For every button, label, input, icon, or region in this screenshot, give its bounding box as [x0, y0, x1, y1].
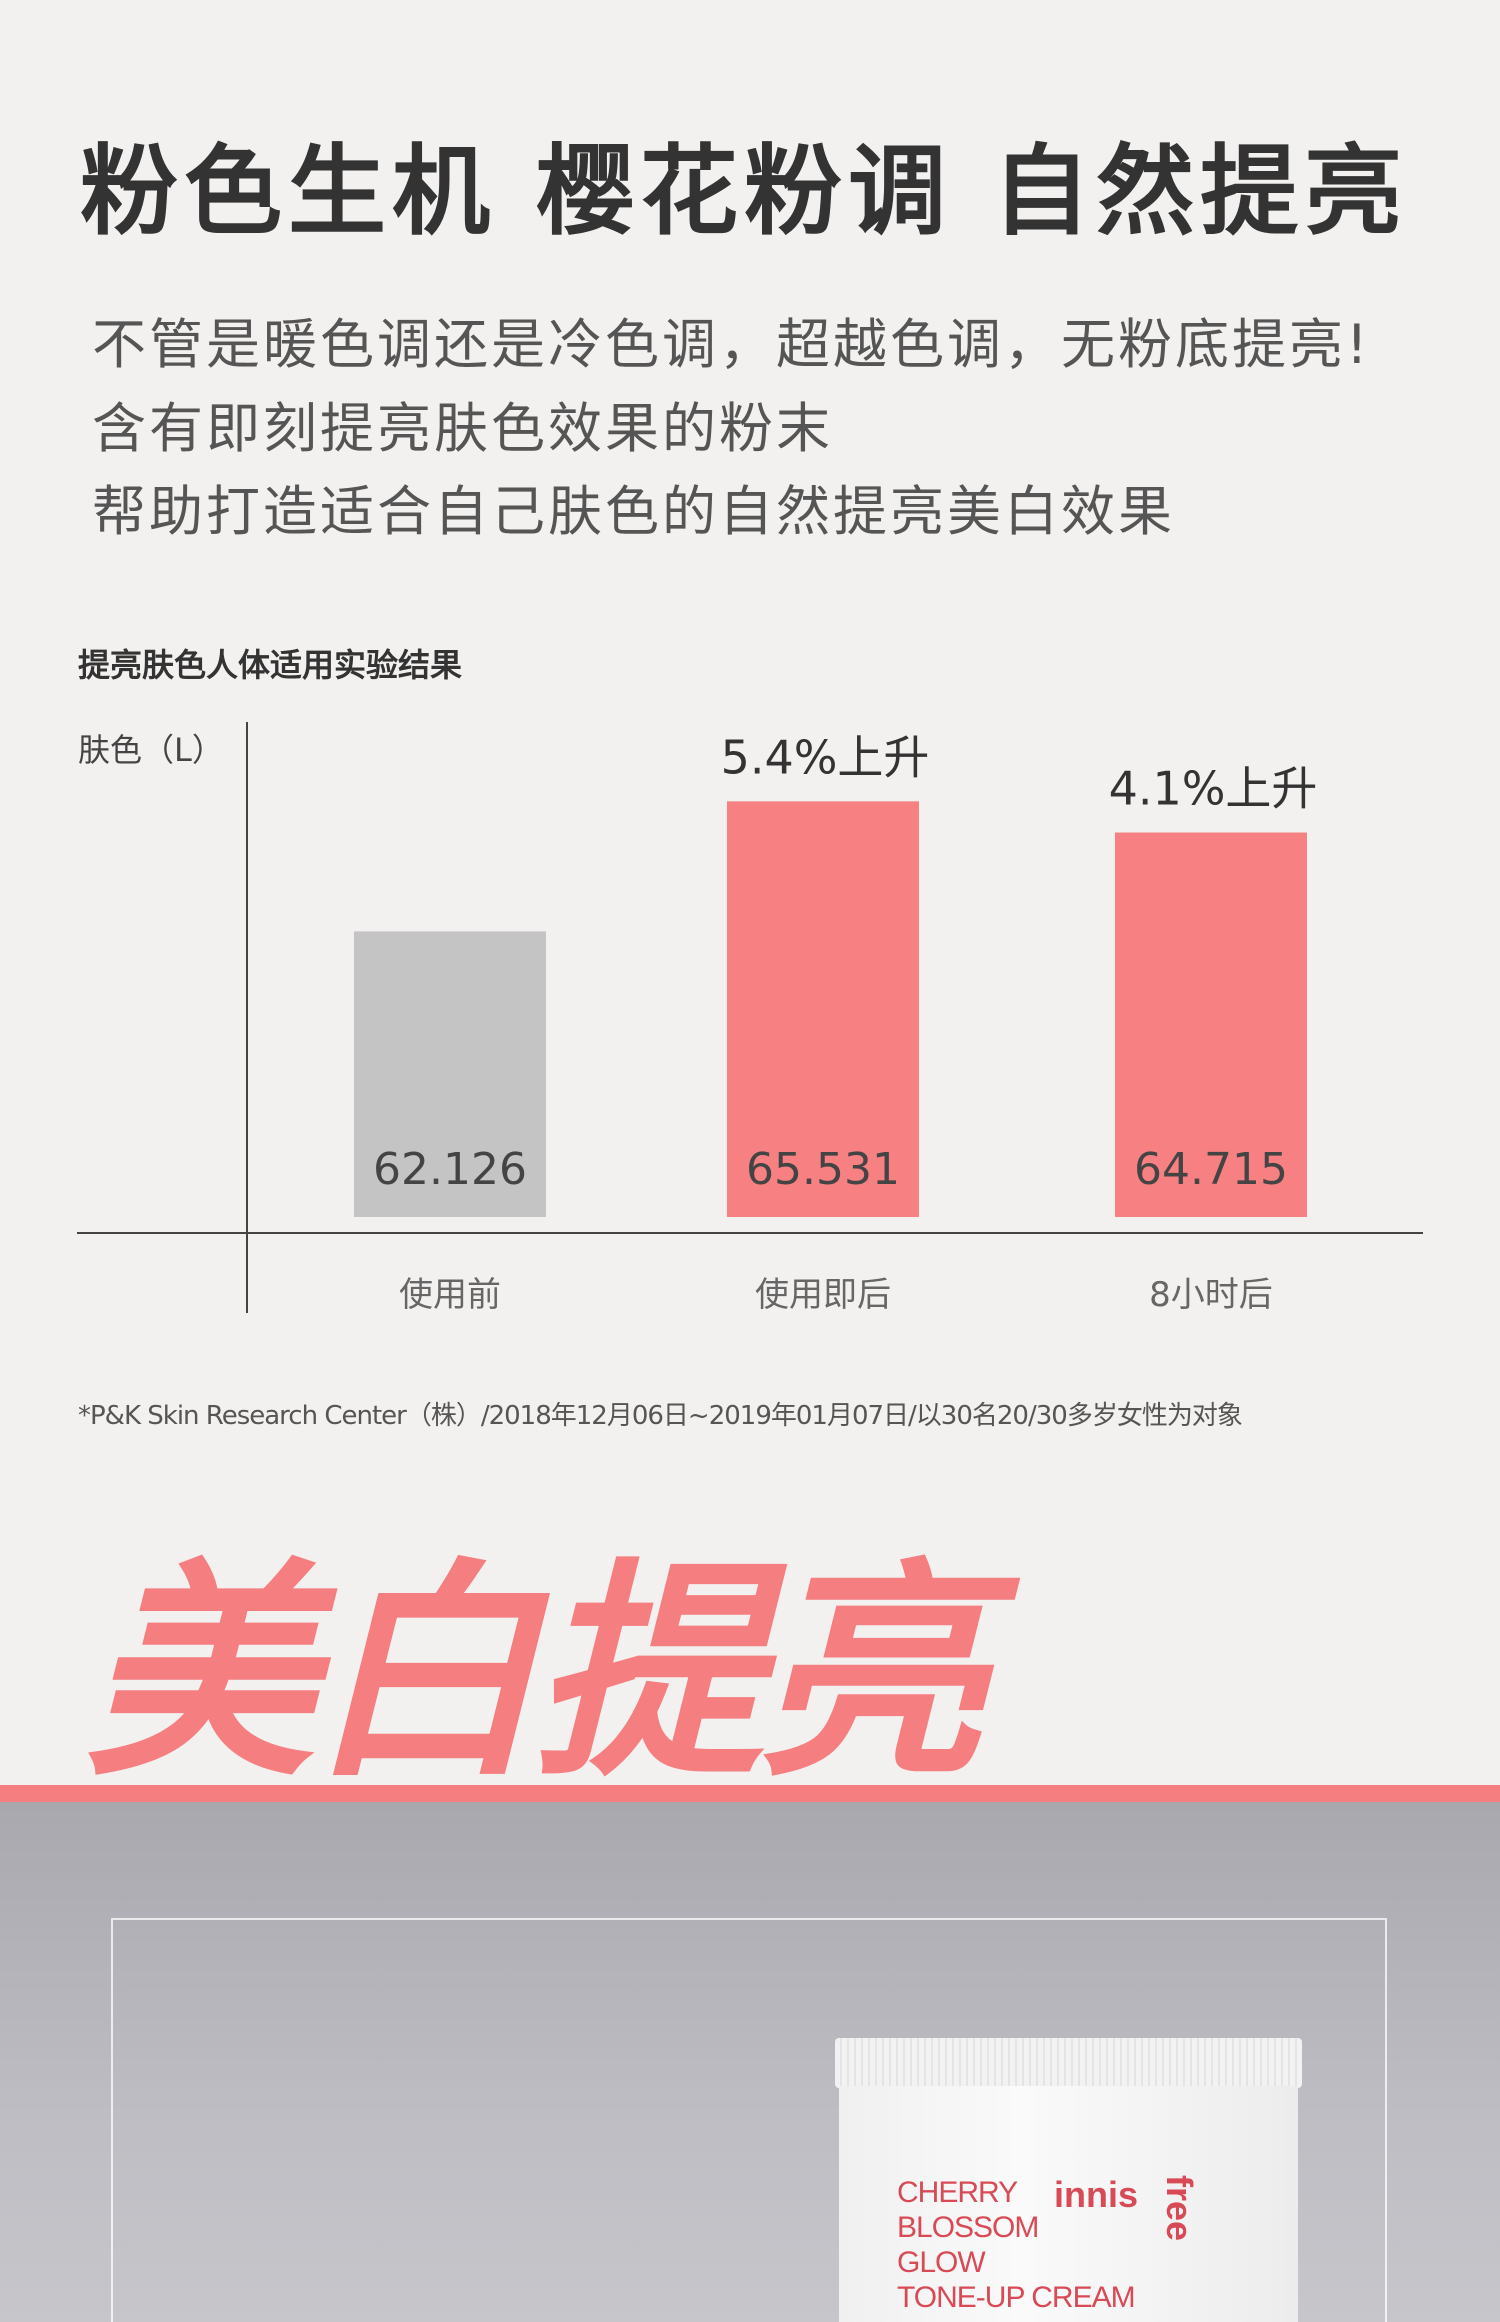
- bar-chart: 62.126 使用前 65.531 使用即后 5.4%上升 64.715 8小时后 4.1%上…: [77, 722, 1423, 1315]
- product-name-line: GLOW: [897, 2246, 986, 2279]
- product-photo: CHERRY BLOSSOM GLOW TONE-UP CREAM innis …: [0, 1802, 1500, 2322]
- bar-value-label: 64.715: [1134, 1144, 1288, 1195]
- page-title: 粉色生机 樱花粉调 自然提亮: [80, 135, 1409, 249]
- brand-logo: free: [1159, 2175, 1200, 2242]
- tube-cap: [835, 2038, 1302, 2088]
- accent-stripe: [0, 1785, 1500, 1802]
- product-name-line: CHERRY: [897, 2176, 1018, 2209]
- product-name-line: BLOSSOM: [897, 2211, 1039, 2244]
- brand-logo: innis: [1054, 2174, 1139, 2215]
- product-name-line: TONE-UP CREAM: [897, 2281, 1136, 2314]
- description-line: 含有即刻提亮肤色效果的粉末: [92, 397, 833, 460]
- product-tube: CHERRY BLOSSOM GLOW TONE-UP CREAM innis …: [835, 2038, 1302, 2322]
- banner-headline: 美白提亮: [85, 1541, 987, 1808]
- chart-title: 提亮肤色人体适用实验结果: [78, 646, 463, 684]
- bar-value-label: 65.531: [746, 1144, 900, 1195]
- tube-body: CHERRY BLOSSOM GLOW TONE-UP CREAM innis …: [839, 2086, 1298, 2322]
- x-tick-label: 使用前: [399, 1275, 501, 1315]
- x-tick-label: 使用即后: [755, 1275, 891, 1315]
- bar: [727, 801, 919, 1217]
- bar-annotation: 5.4%上升: [721, 730, 930, 784]
- description-line: 帮助打造适合自己肤色的自然提亮美白效果: [92, 480, 1175, 543]
- bar: [354, 931, 546, 1217]
- product-name: CHERRY BLOSSOM GLOW TONE-UP CREAM: [897, 2175, 1136, 2315]
- footnote: *P&K Skin Research Center（株）/2018年12月06日…: [78, 1401, 1243, 1431]
- bar-annotation: 4.1%上升: [1109, 762, 1318, 816]
- y-axis-label: 肤色（L）: [78, 731, 224, 769]
- photo-frame: [111, 1918, 1387, 2322]
- bar-value-label: 62.126: [373, 1144, 527, 1195]
- description-line: 不管是暖色调还是冷色调，超越色调，无粉底提亮!: [92, 313, 1371, 376]
- x-tick-label: 8小时后: [1149, 1275, 1273, 1315]
- bar: [1115, 832, 1307, 1217]
